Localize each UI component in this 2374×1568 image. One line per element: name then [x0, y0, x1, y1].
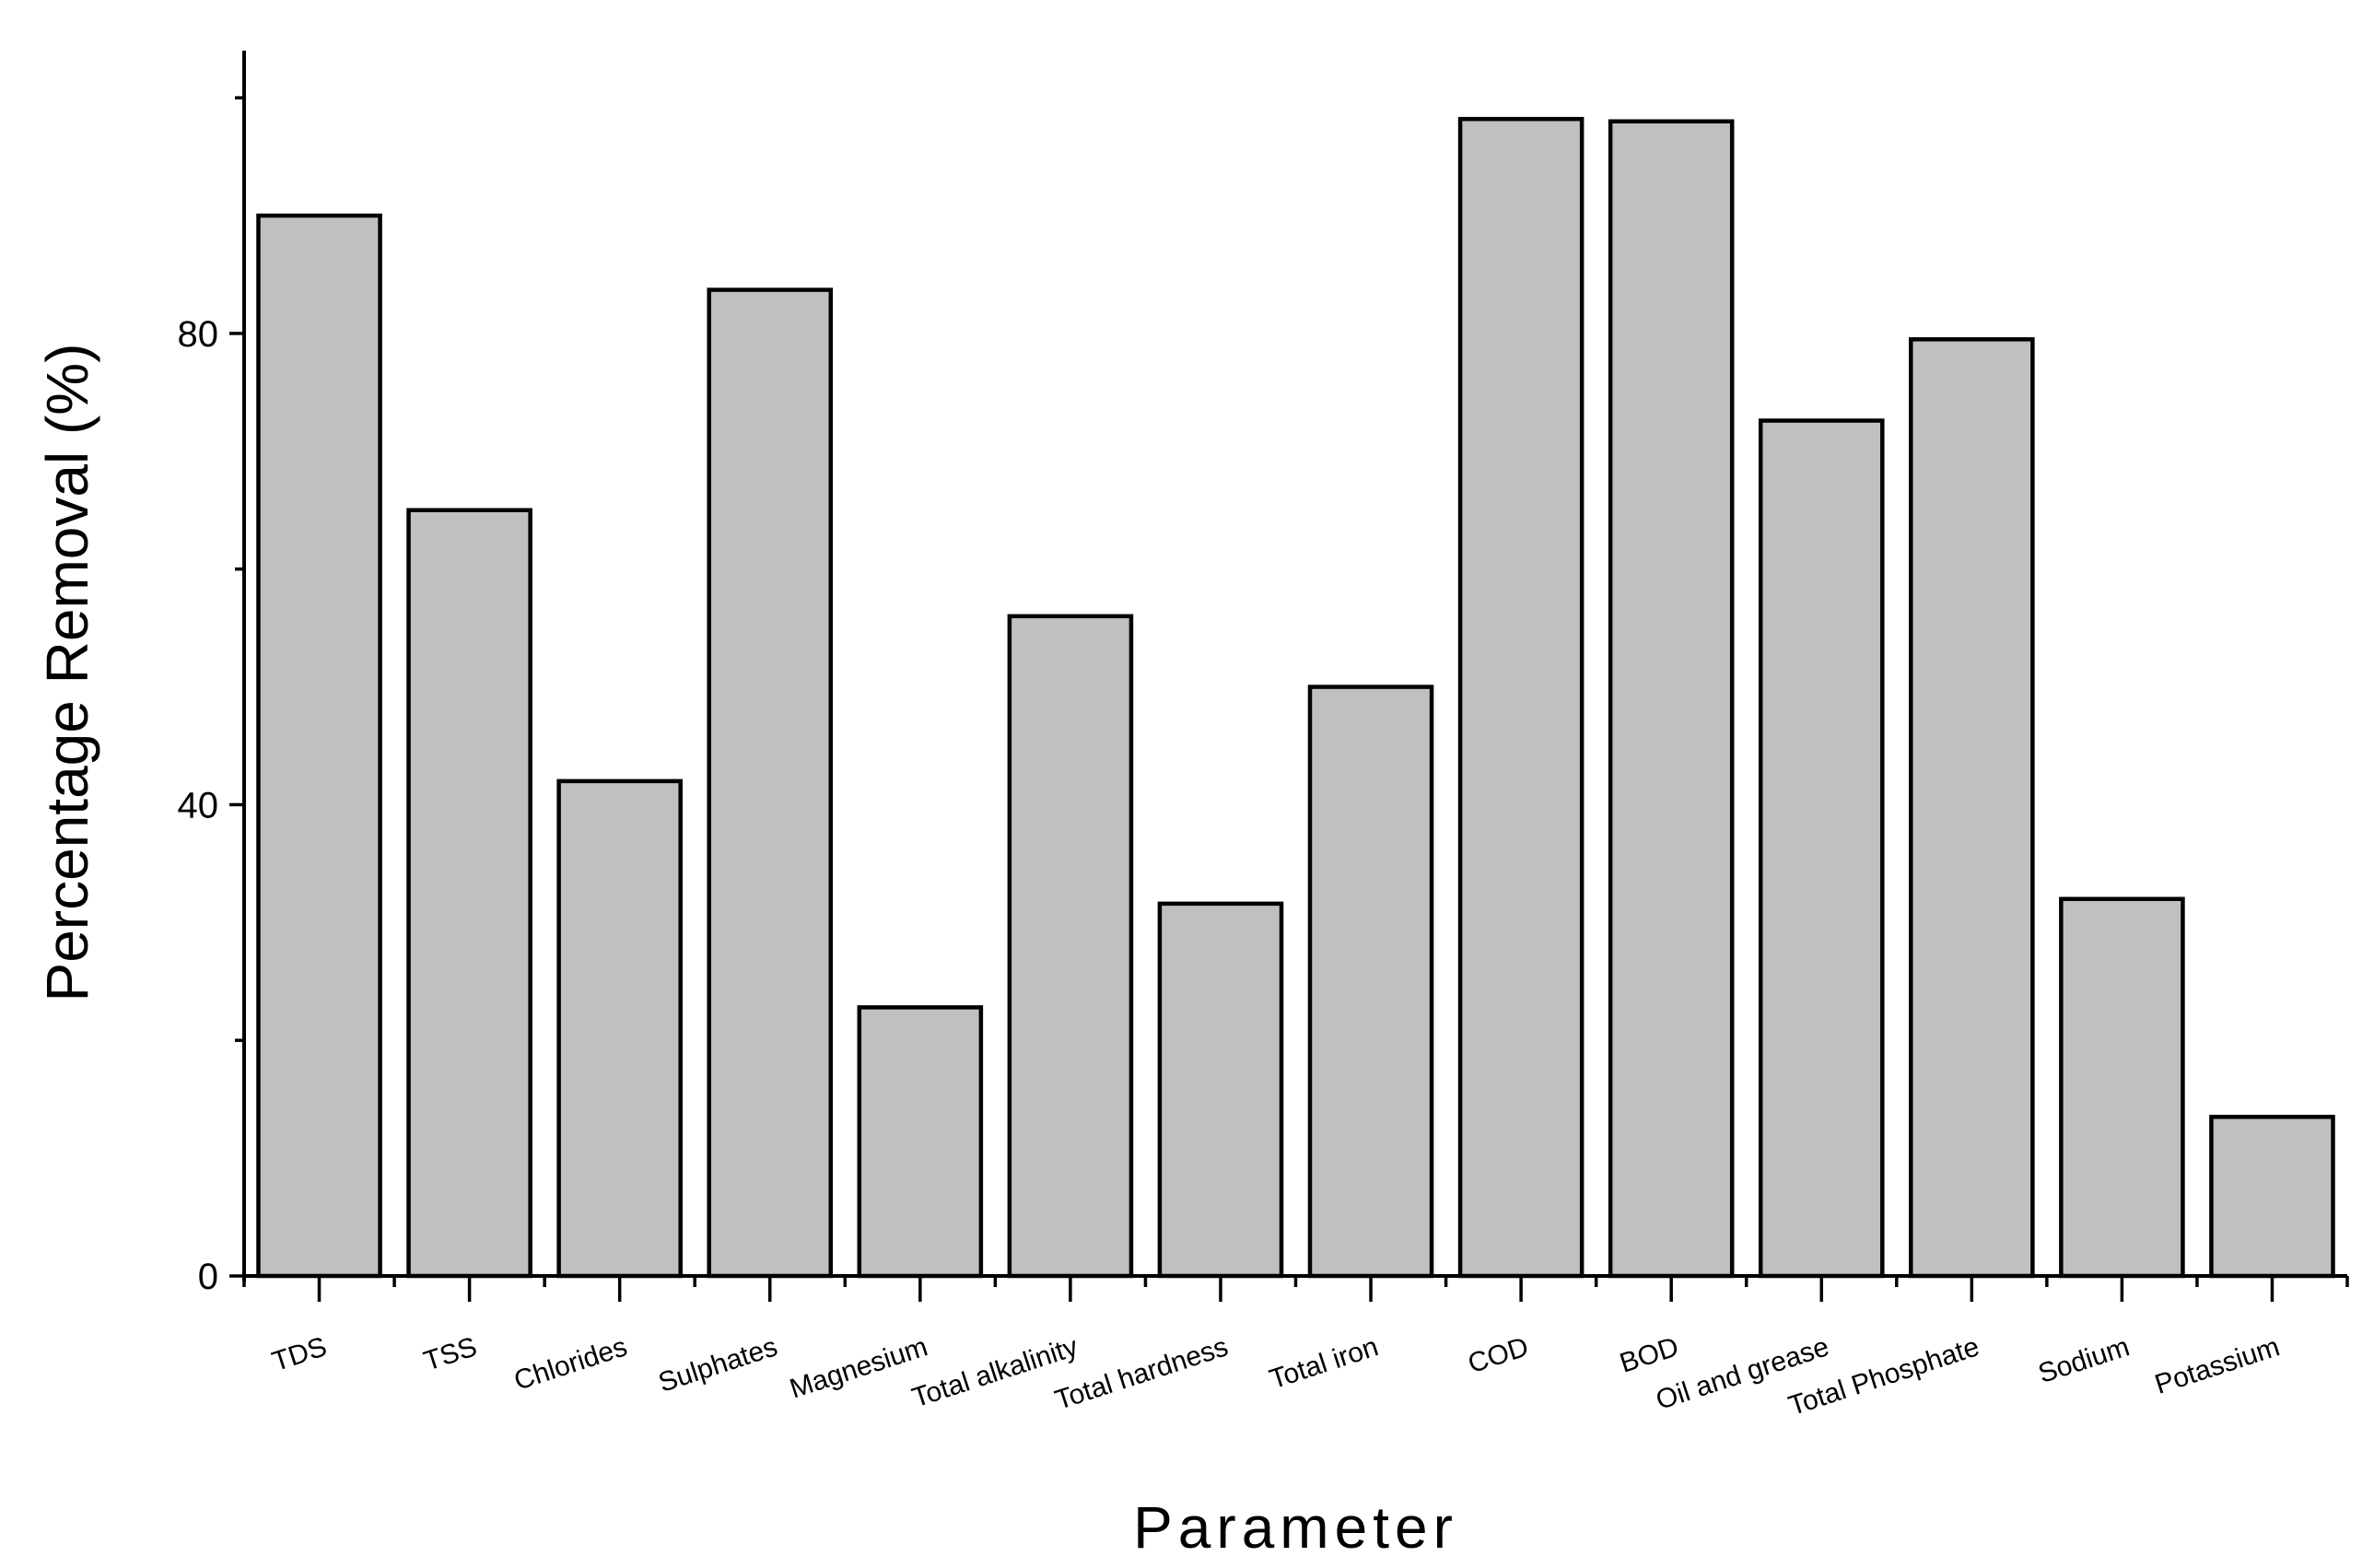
x-tick-label: Sodium — [2035, 1331, 2134, 1389]
bar-sodium — [2059, 896, 2185, 1279]
bar-total-alkalinity — [1007, 614, 1134, 1279]
y-tick-label: 80 — [178, 314, 219, 355]
bar-total-iron — [1307, 685, 1434, 1279]
bar-chlorides — [556, 778, 683, 1279]
bar-tds — [256, 213, 382, 1279]
x-tick-label: COD — [1465, 1331, 1533, 1379]
ticks-group — [229, 96, 2349, 1302]
bar-sulphates — [707, 287, 834, 1279]
y-tick-label: 0 — [198, 1257, 218, 1297]
y-axis-title: Percentage Removal (%) — [34, 344, 100, 1002]
y-tick-label: 40 — [178, 785, 219, 825]
x-tick-label: TSS — [420, 1331, 481, 1376]
x-tick-label: Total iron — [1266, 1331, 1382, 1395]
bar-bod — [1608, 119, 1735, 1279]
bar-magnesium — [857, 1005, 984, 1279]
x-tick-label: Sulphates — [655, 1331, 781, 1398]
bar-total-phosphate — [1909, 337, 2035, 1279]
x-tick-label: Magnesium — [786, 1331, 931, 1404]
bars-group — [256, 116, 2335, 1279]
x-tick-label: Total hardness — [1051, 1331, 1232, 1416]
x-tick-label: Potassium — [2151, 1331, 2283, 1400]
bar-tss — [406, 508, 532, 1279]
x-tick-label: TDS — [268, 1331, 330, 1377]
bar-cod — [1457, 116, 1585, 1279]
bar-potassium — [2209, 1115, 2335, 1279]
x-tick-label: BOD — [1616, 1331, 1682, 1378]
x-axis-title: Parameter — [1133, 1494, 1458, 1561]
x-tick-label: Chlorides — [510, 1331, 631, 1397]
bar-total-hardness — [1157, 901, 1284, 1279]
bar-oil-and-grease — [1758, 418, 1885, 1279]
